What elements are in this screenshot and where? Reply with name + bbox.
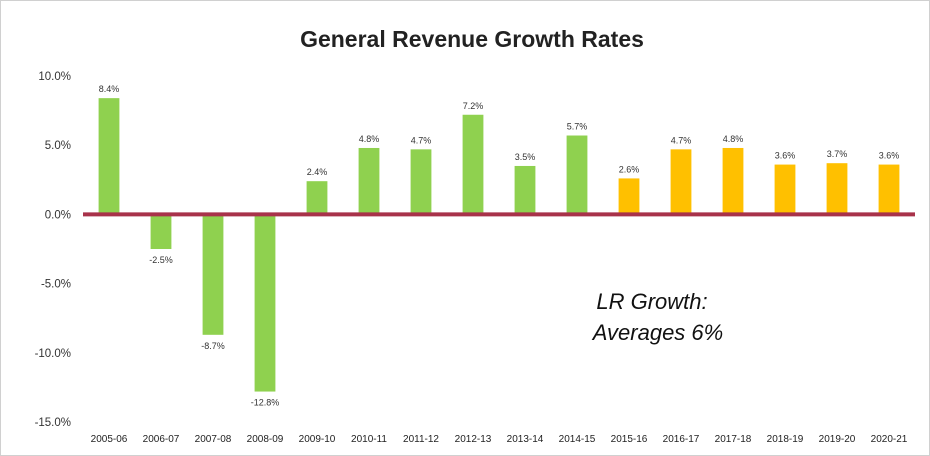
x-tick-label: 2008-09	[247, 434, 284, 445]
x-tick-label: 2005-06	[91, 434, 128, 445]
data-label: 4.7%	[671, 135, 692, 145]
data-label: 2.4%	[307, 167, 328, 177]
x-tick-label: 2014-15	[559, 434, 596, 445]
bar-2009-10	[306, 181, 328, 215]
bar-2006-07	[150, 214, 172, 249]
x-tick-label: 2013-14	[507, 434, 544, 445]
y-tick-label: 10.0%	[38, 71, 71, 83]
data-label: 7.2%	[463, 101, 484, 111]
y-axis: 10.0% 5.0% 0.0% -5.0% -10.0% -15.0%	[35, 71, 71, 429]
data-label: 2.6%	[619, 164, 640, 174]
bar-2011-12	[410, 149, 432, 215]
bar-2014-15	[566, 135, 588, 215]
bar-2019-20	[826, 163, 848, 215]
bar-2018-19	[774, 164, 796, 215]
x-tick-label: 2009-10	[299, 434, 336, 445]
annotation-line-1: LR Growth:	[596, 289, 707, 314]
y-tick-label: 5.0%	[45, 140, 71, 152]
data-labels: 8.4% -2.5% -8.7% -12.8% 2.4% 4.8% 4.7% 7.2% 3.5%…	[99, 84, 900, 407]
data-label: 3.5%	[515, 152, 536, 162]
data-label: -8.7%	[201, 341, 225, 351]
x-tick-label: 2018-19	[767, 434, 804, 445]
bar-2013-14	[514, 165, 536, 215]
x-tick-label: 2019-20	[819, 434, 856, 445]
bar-2012-13	[462, 114, 484, 215]
bar-series	[98, 98, 900, 392]
y-tick-label: -15.0%	[35, 417, 71, 429]
x-tick-label: 2011-12	[403, 434, 439, 445]
bar-2017-18	[722, 147, 744, 215]
data-label: 5.7%	[567, 122, 588, 132]
bar-2005-06	[98, 98, 120, 215]
data-label: 8.4%	[99, 84, 120, 94]
y-tick-label: -5.0%	[41, 279, 71, 291]
y-tick-label: -10.0%	[35, 348, 71, 360]
x-tick-label: 2017-18	[715, 434, 752, 445]
bar-2015-16	[618, 178, 640, 215]
x-tick-label: 2007-08	[195, 434, 232, 445]
data-label: 4.7%	[411, 135, 432, 145]
bar-2016-17	[670, 149, 692, 215]
x-axis: 2005-06 2006-07 2007-08 2008-09 2009-10 2010-…	[91, 434, 908, 445]
bar-2008-09	[254, 214, 276, 392]
x-tick-label: 2006-07	[143, 434, 180, 445]
data-label: 3.6%	[879, 151, 900, 161]
annotation-line-2: Averages 6%	[591, 320, 723, 345]
data-label: -12.8%	[251, 398, 280, 408]
x-tick-label: 2012-13	[455, 434, 492, 445]
x-tick-label: 2016-17	[663, 434, 700, 445]
x-tick-label: 2010-11	[351, 434, 387, 445]
data-label: 3.6%	[775, 151, 796, 161]
data-label: -2.5%	[149, 255, 173, 265]
bar-2010-11	[358, 147, 380, 215]
x-tick-label: 2020-21	[871, 434, 908, 445]
x-tick-label: 2015-16	[611, 434, 648, 445]
bar-2020-21	[878, 164, 900, 215]
chart-title: General Revenue Growth Rates	[300, 26, 644, 52]
data-label: 4.8%	[359, 134, 380, 144]
data-label: 4.8%	[723, 134, 744, 144]
bar-2007-08	[202, 214, 224, 335]
y-tick-label: 0.0%	[45, 209, 71, 221]
data-label: 3.7%	[827, 149, 848, 159]
